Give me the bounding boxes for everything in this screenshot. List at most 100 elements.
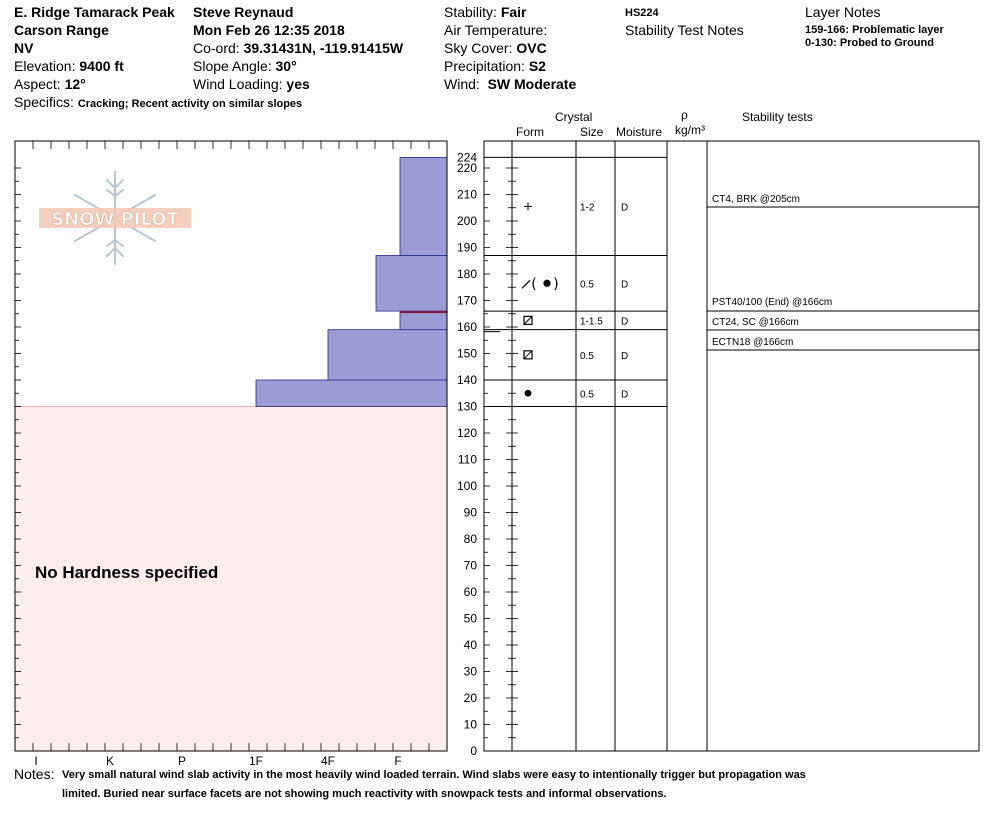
moisture-header: Moisture	[616, 125, 663, 139]
moisture-value: D	[621, 316, 628, 327]
hardness-axis-labels: I K P 1F 4F F	[34, 754, 401, 768]
grain-size: 0.5	[580, 279, 594, 290]
observer: Steve Reynaud	[193, 4, 294, 20]
height-label: 180	[457, 267, 477, 281]
layer-row: () 0.5 D	[521, 276, 628, 292]
aspect: Aspect: 12°	[14, 76, 86, 92]
height-label: 80	[464, 532, 478, 546]
elevation: Elevation: 9400 ft	[14, 58, 124, 74]
layer-row: 1-1.5 D	[523, 315, 628, 327]
density-unit: kg/m³	[675, 123, 705, 137]
axis-ticks	[14, 141, 518, 752]
stability-tests-header: Stability tests	[742, 110, 813, 124]
height-label: 90	[464, 506, 478, 520]
sky-cover: Sky Cover: OVC	[444, 40, 547, 56]
form-header: Form	[516, 125, 544, 139]
paren-icon: )	[553, 276, 558, 292]
notes-line-2: limited. Buried near surface facets are …	[62, 788, 667, 800]
hardness-bar	[399, 156, 448, 256]
density-symbol: ρ	[681, 108, 688, 122]
faceted-crystal-icon	[523, 350, 533, 360]
grain-size: 1-1.5	[580, 316, 603, 327]
height-label: 120	[457, 426, 477, 440]
svg-text:SNOW PILOT: SNOW PILOT	[51, 209, 179, 230]
rounded-grain-icon	[543, 279, 551, 287]
slope-angle: Slope Angle: 30°	[193, 58, 297, 74]
layer-note-2: 0-130: Probed to Ground	[805, 37, 934, 49]
hardness-label: 4F	[321, 754, 335, 768]
hardness-bar	[327, 329, 448, 381]
height-label: 30	[464, 665, 478, 679]
coordinates: Co-ord: 39.31431N, -119.91415W	[193, 40, 404, 56]
grain-size: 0.5	[580, 389, 594, 400]
hardness-label: F	[394, 754, 401, 768]
wind: Wind: SW Moderate	[444, 76, 577, 92]
layer-row: 0.5 D	[523, 350, 628, 362]
height-label: 100	[457, 479, 477, 493]
rounded-grain-icon	[524, 389, 532, 397]
height-label: 170	[457, 294, 477, 308]
height-label: 190	[457, 241, 477, 255]
notes-label: Notes:	[14, 766, 55, 782]
probed-ground-region	[14, 406, 448, 752]
height-label: 0	[470, 744, 477, 758]
height-label: 200	[457, 214, 477, 228]
height-label: 10	[464, 718, 478, 732]
wind-loading: Wind Loading: yes	[193, 76, 310, 92]
height-label: 40	[464, 638, 478, 652]
stability-test-entry: CT24, SC @166cm	[712, 317, 799, 328]
layer-row: 0.5 D	[524, 389, 628, 400]
hardness-layers	[255, 156, 448, 407]
location-name: E. Ridge Tamarack Peak	[14, 4, 175, 20]
total-snow-height: HS224	[625, 7, 659, 19]
stability-test-notes-title: Stability Test Notes	[625, 22, 744, 38]
moisture-value: D	[621, 279, 628, 290]
layers-frame	[483, 140, 980, 752]
height-label: 150	[457, 347, 477, 361]
decomposing-fragment-icon	[521, 279, 531, 289]
hardness-label: K	[106, 754, 114, 768]
moisture-value: D	[621, 351, 628, 362]
state: NV	[14, 40, 34, 56]
height-axis-labels: 0 10 20 30 40 50 60 70 80 90 100 110 120 130 140 150 160…	[457, 150, 477, 758]
hardness-label: P	[178, 754, 186, 768]
height-label: 110	[458, 453, 477, 467]
hardness-bar	[375, 255, 448, 312]
hardness-label: 1F	[249, 754, 263, 768]
layer-row: 1-2 D	[524, 202, 628, 213]
height-label: 20	[464, 691, 478, 705]
precipitation: Precipitation: S2	[444, 58, 546, 74]
hardness-bar	[399, 310, 448, 331]
stability-test-list: CT4, BRK @205cm PST40/100 (End) @166cm CT2…	[707, 194, 979, 351]
height-label: 70	[464, 559, 478, 573]
snowpilot-logo: SNOW PILOT	[39, 171, 191, 265]
height-label: 140	[457, 373, 477, 387]
faceted-crystal-icon	[523, 350, 533, 360]
stability: Stability: Fair	[444, 4, 527, 20]
moisture-value: D	[621, 202, 628, 213]
grain-size: 0.5	[580, 351, 594, 362]
height-label: 210	[457, 188, 477, 202]
faceted-crystal-icon	[523, 316, 533, 325]
height-label: 160	[457, 320, 477, 334]
height-label: 60	[464, 585, 478, 599]
paren-icon: (	[531, 276, 536, 292]
layer-rows: 1-2 D () 0.5 D 1-1.5 D 0.5 D 0.5 D	[484, 156, 667, 407]
grain-size: 1-2	[580, 202, 595, 213]
notes-line-1: Very small natural wind slab activity in…	[62, 769, 806, 781]
hardness-bar	[255, 379, 448, 407]
hardness-label: I	[34, 754, 37, 768]
crystal-header: Crystal	[555, 110, 593, 124]
specifics: Specifics: Cracking; Recent activity on …	[14, 94, 303, 110]
stability-test-entry: ECTN18 @166cm	[712, 337, 793, 348]
datetime: Mon Feb 26 12:35 2018	[193, 22, 345, 38]
air-temperature: Air Temperature:	[444, 22, 548, 38]
mountain-range: Carson Range	[14, 22, 109, 38]
height-label: 50	[464, 612, 478, 626]
stability-test-entry: PST40/100 (End) @166cm	[712, 297, 832, 308]
size-header: Size	[580, 125, 604, 139]
no-hardness-label: No Hardness specified	[35, 563, 218, 582]
height-label: 130	[457, 400, 477, 414]
faceted-crystal-icon	[523, 315, 533, 325]
